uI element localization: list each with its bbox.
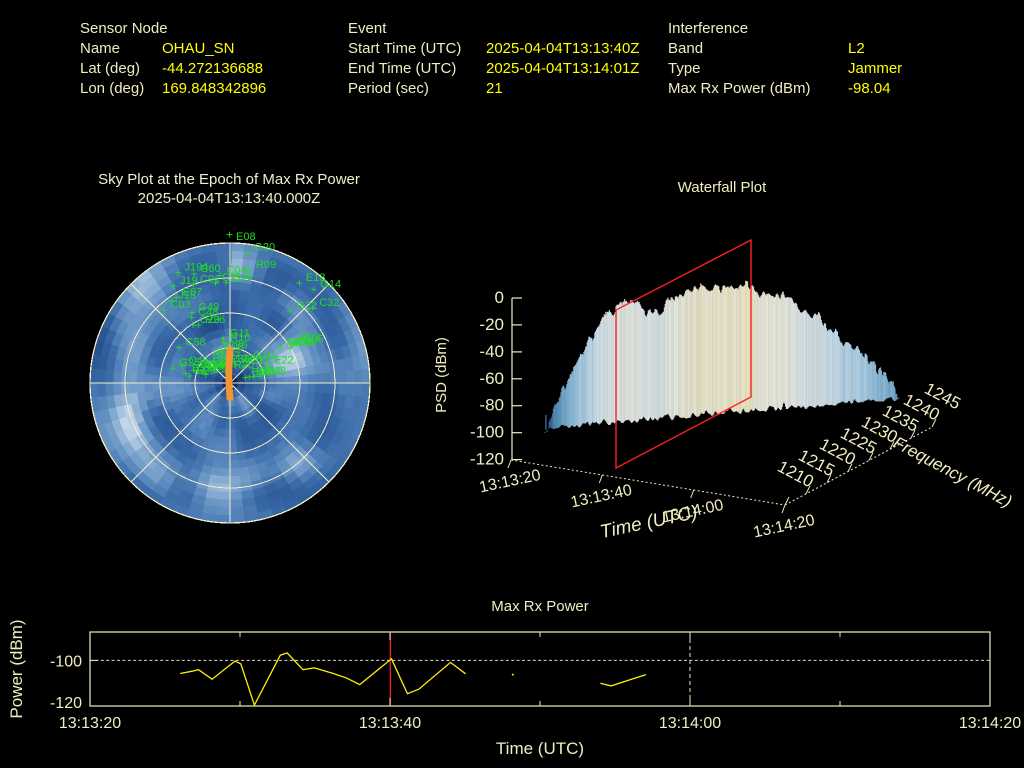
svg-text:+: + <box>169 361 176 375</box>
svg-text:G14: G14 <box>320 278 341 290</box>
svg-text:J19: J19 <box>180 275 198 287</box>
svg-text:+: + <box>244 246 251 260</box>
svg-text:+: + <box>223 275 230 289</box>
svg-text:+: + <box>176 341 183 355</box>
svg-text:+: + <box>175 266 182 280</box>
svg-text:G05: G05 <box>303 334 324 346</box>
svg-text:+: + <box>286 304 293 318</box>
svg-text:+: + <box>296 276 303 290</box>
svg-text:R09: R09 <box>256 259 276 271</box>
svg-text:+: + <box>277 341 284 355</box>
svg-text:+: + <box>160 303 167 317</box>
svg-text:G25: G25 <box>179 357 200 369</box>
svg-text:C46: C46 <box>233 271 253 283</box>
svg-text:J18: J18 <box>178 289 196 301</box>
svg-text:C58: C58 <box>186 337 206 349</box>
svg-text:G22: G22 <box>296 300 317 312</box>
svg-text:C32: C32 <box>319 297 339 309</box>
svg-text:R26: R26 <box>205 314 225 326</box>
svg-text:G20: G20 <box>254 242 275 254</box>
svg-text:C91: C91 <box>200 273 220 285</box>
svg-text:J194: J194 <box>185 262 209 274</box>
svg-text:+: + <box>293 338 300 352</box>
svg-text:+: + <box>195 318 202 332</box>
svg-text:E22: E22 <box>274 354 294 366</box>
svg-text:+: + <box>211 354 218 368</box>
svg-text:+: + <box>242 370 249 384</box>
svg-text:+: + <box>310 282 317 296</box>
svg-text:+: + <box>226 228 233 242</box>
svg-text:E08: E08 <box>236 231 256 243</box>
svg-text:C38: C38 <box>266 366 286 378</box>
svg-text:+: + <box>168 293 175 307</box>
svg-text:+: + <box>256 370 263 384</box>
